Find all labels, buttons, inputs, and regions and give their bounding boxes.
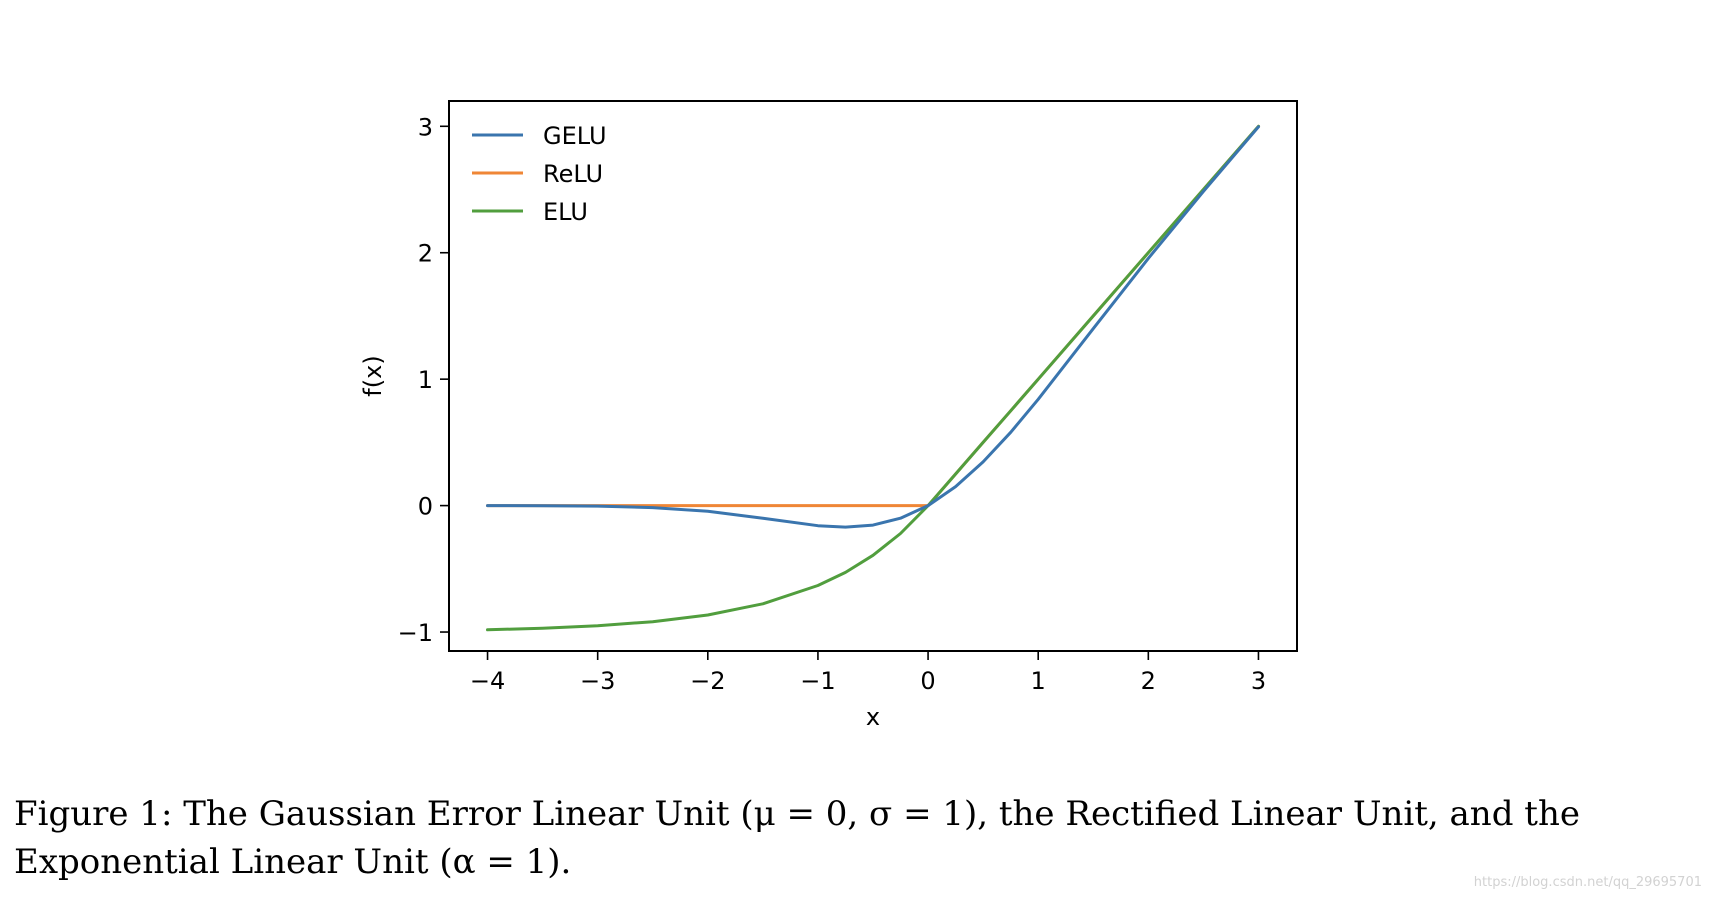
figure-caption: Figure 1: The Gaussian Error Linear Unit… [14, 790, 1704, 886]
x-tick-label: −1 [800, 667, 835, 695]
x-axis: −4 −3 −2 −1 0 1 2 3 [470, 651, 1266, 695]
y-tick-label: 0 [418, 493, 433, 521]
legend: GELU ReLU ELU [472, 122, 607, 226]
x-tick-label: 0 [920, 667, 935, 695]
series-lines [486, 124, 1260, 632]
y-tick-label: 2 [418, 240, 433, 268]
x-tick-label: −3 [580, 667, 615, 695]
x-tick-label: 2 [1141, 667, 1156, 695]
series-line-relu [486, 124, 1260, 508]
plot-frame [448, 100, 1298, 652]
legend-label: ReLU [543, 160, 603, 188]
watermark-url: https://blog.csdn.net/qq_29695701 [1473, 875, 1702, 890]
x-tick-label: 1 [1031, 667, 1046, 695]
y-axis: −1 0 1 2 3 [398, 113, 449, 647]
caption-line-2: Exponential Linear Unit (α = 1). [14, 842, 572, 882]
y-tick-label: 1 [418, 366, 433, 394]
caption-line-1: Figure 1: The Gaussian Error Linear Unit… [14, 794, 1580, 834]
legend-label: ELU [543, 198, 588, 226]
x-tick-label: −4 [470, 667, 505, 695]
series-line-gelu [486, 125, 1260, 529]
line-chart: −4 −3 −2 −1 0 1 2 3 −1 0 1 2 3 x f(x) GELU ReLU ELU [359, 100, 1298, 731]
x-tick-label: −2 [690, 667, 725, 695]
x-tick-label: 3 [1251, 667, 1266, 695]
x-axis-label: x [866, 703, 880, 731]
series-line-elu [486, 124, 1260, 632]
y-tick-label: −1 [398, 619, 433, 647]
legend-label: GELU [543, 122, 607, 150]
y-axis-label: f(x) [359, 355, 387, 396]
y-tick-label: 3 [418, 113, 433, 141]
